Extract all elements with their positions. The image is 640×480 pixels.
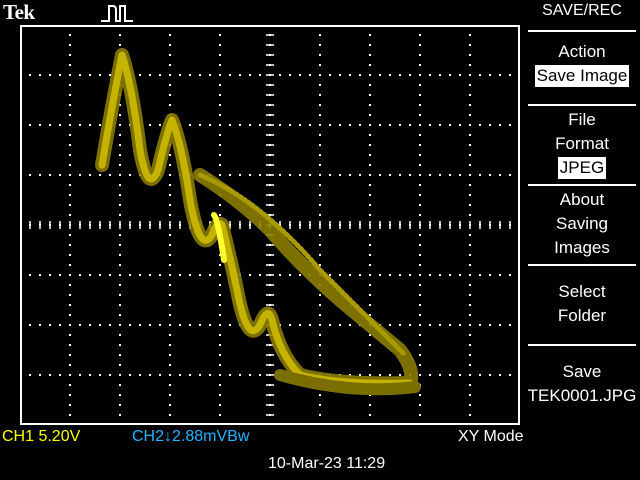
menu-selected-value: Save Image [534, 65, 630, 87]
menu-item-label: Select [558, 282, 606, 301]
xy-display [20, 25, 520, 425]
ch1-scale: CH1 5.20V [2, 428, 81, 445]
menu-selected-value: JPEG [557, 157, 607, 179]
menu-item-label: Format [555, 134, 609, 153]
menu-file-format-button[interactable]: File Format JPEG [524, 108, 640, 180]
menu-item-label: Saving [556, 214, 608, 233]
menu-item-label: File [568, 110, 596, 129]
menu-item-label: Folder [557, 306, 607, 325]
menu-divider [528, 184, 636, 186]
menu-item-label: Images [554, 238, 610, 257]
side-menu: SAVE/REC Action Save Image File Format J… [524, 0, 640, 480]
pulse-icon [101, 5, 133, 22]
menu-item-label: TEK0001.JPG [527, 386, 637, 405]
menu-action-button[interactable]: Action Save Image [524, 40, 640, 88]
menu-divider [528, 104, 636, 106]
display-mode: XY Mode [458, 428, 524, 445]
menu-divider [528, 344, 636, 346]
menu-divider [528, 30, 636, 32]
date-time: 10-Mar-23 11:29 [268, 455, 386, 472]
menu-item-label: Action [558, 42, 606, 61]
menu-divider [528, 264, 636, 266]
menu-save-button[interactable]: Save TEK0001.JPG [524, 360, 640, 408]
menu-item-label: Save [562, 362, 602, 381]
menu-title: SAVE/REC [542, 2, 622, 19]
xy-trace [95, 48, 421, 396]
menu-about-saving-button[interactable]: About Saving Images [524, 188, 640, 260]
brand-logo: Tek [3, 0, 35, 24]
ch2-scale: CH2↓2.88mVBw [132, 428, 250, 445]
menu-select-folder-button[interactable]: Select Folder [524, 280, 640, 328]
menu-item-label: About [559, 190, 605, 209]
